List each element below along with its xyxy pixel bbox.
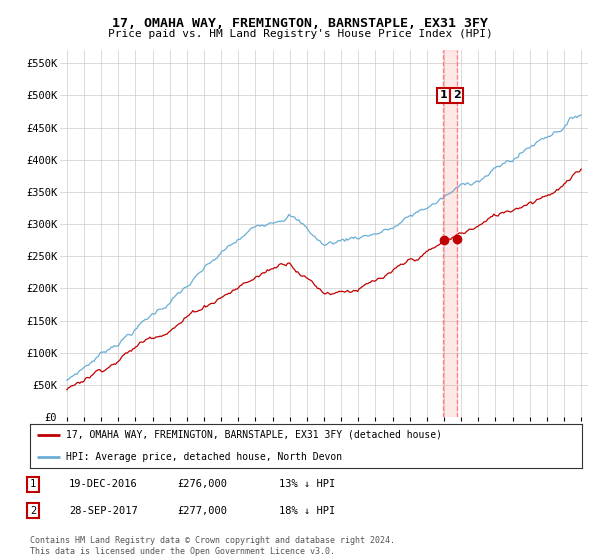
- Text: 1: 1: [439, 91, 447, 100]
- Text: HPI: Average price, detached house, North Devon: HPI: Average price, detached house, Nort…: [66, 452, 342, 461]
- Text: Price paid vs. HM Land Registry's House Price Index (HPI): Price paid vs. HM Land Registry's House …: [107, 29, 493, 39]
- Text: 13% ↓ HPI: 13% ↓ HPI: [279, 479, 335, 489]
- Text: 2: 2: [30, 506, 36, 516]
- Text: 28-SEP-2017: 28-SEP-2017: [69, 506, 138, 516]
- Text: 1: 1: [30, 479, 36, 489]
- Text: £277,000: £277,000: [177, 506, 227, 516]
- Text: £276,000: £276,000: [177, 479, 227, 489]
- Text: 19-DEC-2016: 19-DEC-2016: [69, 479, 138, 489]
- Text: 18% ↓ HPI: 18% ↓ HPI: [279, 506, 335, 516]
- Bar: [443, 50, 457, 417]
- Text: 17, OMAHA WAY, FREMINGTON, BARNSTAPLE, EX31 3FY: 17, OMAHA WAY, FREMINGTON, BARNSTAPLE, E…: [112, 17, 488, 30]
- Text: 2: 2: [453, 91, 461, 100]
- Text: Contains HM Land Registry data © Crown copyright and database right 2024.
This d: Contains HM Land Registry data © Crown c…: [30, 536, 395, 556]
- Text: 17, OMAHA WAY, FREMINGTON, BARNSTAPLE, EX31 3FY (detached house): 17, OMAHA WAY, FREMINGTON, BARNSTAPLE, E…: [66, 430, 442, 440]
